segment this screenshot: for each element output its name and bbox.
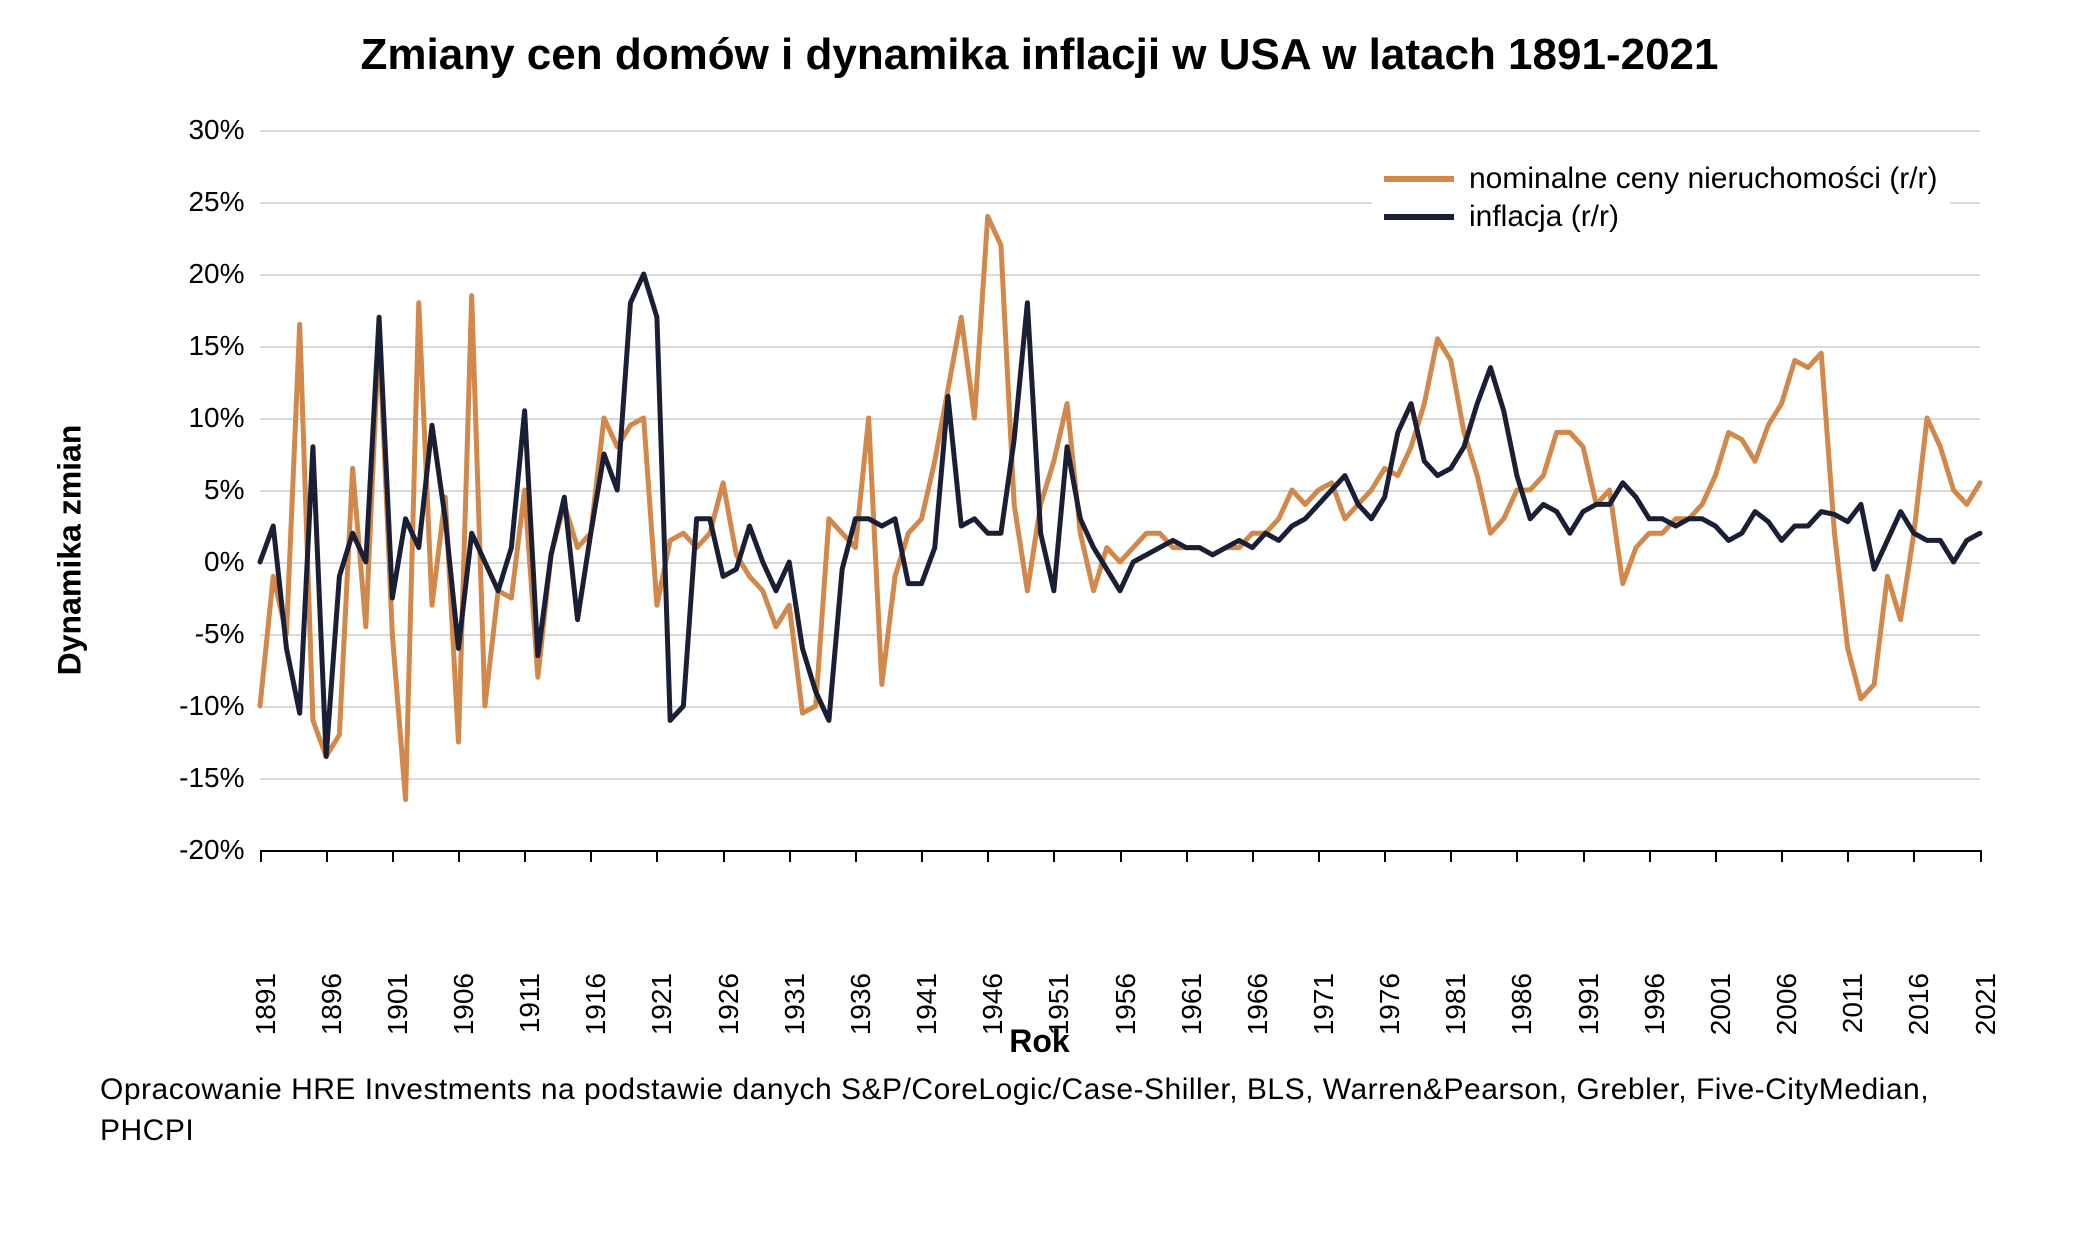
y-tick-label: 10% (188, 402, 244, 434)
x-tick-mark (1649, 850, 1651, 862)
x-tick-mark (1913, 850, 1915, 862)
legend-item-housing: nominalne ceny nieruchomości (r/r) (1384, 162, 1938, 196)
legend-label-housing: nominalne ceny nieruchomości (r/r) (1469, 162, 1938, 196)
x-tick-mark (656, 850, 658, 862)
x-tick-mark (590, 850, 592, 862)
x-tick-mark (1583, 850, 1585, 862)
x-tick-mark (524, 850, 526, 862)
y-tick-label: 25% (188, 186, 244, 218)
y-tick-label: 20% (188, 258, 244, 290)
x-axis-label: Rok (90, 1023, 1990, 1060)
x-tick-mark (723, 850, 725, 862)
x-tick-mark (1384, 850, 1386, 862)
x-tick-mark (789, 850, 791, 862)
x-tick-mark (921, 850, 923, 862)
source-footnote: Opracowanie HRE Investments na podstawie… (100, 1070, 1979, 1151)
y-tick-label: -15% (179, 762, 244, 794)
legend: nominalne ceny nieruchomości (r/r) infla… (1372, 150, 1950, 246)
x-tick-mark (1053, 850, 1055, 862)
chart-container: Zmiany cen domów i dynamika inflacji w U… (0, 0, 2079, 1254)
legend-swatch-housing (1384, 176, 1454, 182)
x-tick-mark (260, 850, 262, 862)
x-tick-mark (1516, 850, 1518, 862)
x-tick-mark (1318, 850, 1320, 862)
y-tick-label: -10% (179, 690, 244, 722)
y-tick-label: 30% (188, 114, 244, 146)
plot-region: -20%-15%-10%-5%0%5%10%15%20%25%30% nomin… (260, 130, 1980, 850)
x-tick-mark (458, 850, 460, 862)
x-tick-mark (1715, 850, 1717, 862)
x-tick-mark (1781, 850, 1783, 862)
x-tick-mark (1252, 850, 1254, 862)
y-tick-label: 0% (204, 546, 244, 578)
y-tick-label: -5% (195, 618, 245, 650)
y-tick-label: 15% (188, 330, 244, 362)
y-tick-label: 5% (204, 474, 244, 506)
x-tick-mark (392, 850, 394, 862)
y-axis-label: Dynamika zmian (51, 425, 88, 676)
legend-item-inflation: inflacja (r/r) (1384, 200, 1938, 234)
x-tick-mark (855, 850, 857, 862)
x-tick-mark (1847, 850, 1849, 862)
x-tick-mark (1980, 850, 1982, 862)
y-tick-label: -20% (179, 834, 244, 866)
series-line (260, 274, 1980, 756)
series-line (260, 216, 1980, 799)
x-tick-mark (1450, 850, 1452, 862)
x-tick-mark (1120, 850, 1122, 862)
x-tick-mark (1186, 850, 1188, 862)
legend-label-inflation: inflacja (r/r) (1469, 200, 1619, 234)
x-tick-mark (987, 850, 989, 862)
legend-swatch-inflation (1384, 214, 1454, 220)
x-tick-mark (326, 850, 328, 862)
chart-title: Zmiany cen domów i dynamika inflacji w U… (60, 30, 2019, 80)
chart-area: Dynamika zmian -20%-15%-10%-5%0%5%10%15%… (90, 100, 1990, 1000)
